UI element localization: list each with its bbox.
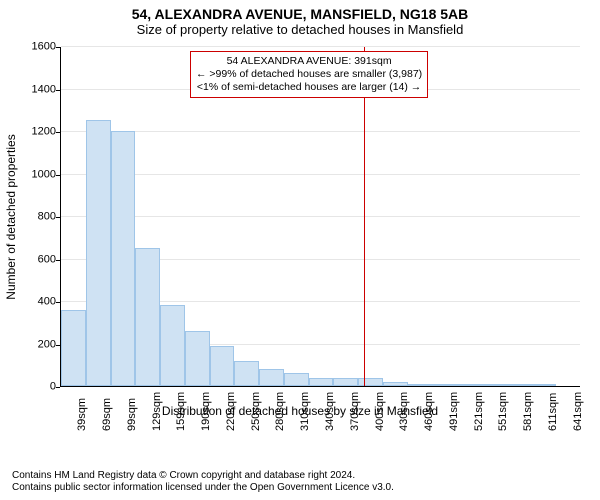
y-tick-mark <box>56 345 60 346</box>
chart-title-address: 54, ALEXANDRA AVENUE, MANSFIELD, NG18 5A… <box>0 0 600 22</box>
histogram-bar <box>383 382 408 386</box>
histogram-bar <box>284 373 309 386</box>
y-tick-mark <box>56 260 60 261</box>
callout-line-3: <1% of semi-detached houses are larger (… <box>196 81 422 94</box>
histogram-bar <box>457 384 482 386</box>
callout-line-1: 54 ALEXANDRA AVENUE: 391sqm <box>196 55 422 68</box>
histogram-bar <box>408 384 433 386</box>
y-tick-mark <box>56 387 60 388</box>
footnote-line2: Contains public sector information licen… <box>12 482 394 494</box>
y-tick-label: 1200 <box>16 127 56 138</box>
histogram-bar <box>482 384 507 386</box>
histogram-bar <box>531 384 556 386</box>
y-tick-label: 600 <box>16 254 56 265</box>
histogram-bar <box>185 331 210 386</box>
histogram-bar <box>210 346 235 386</box>
chart-title-subtitle: Size of property relative to detached ho… <box>0 22 600 39</box>
callout-line-2: ← >99% of detached houses are smaller (3… <box>196 68 422 81</box>
y-tick-label: 1000 <box>16 169 56 180</box>
y-tick-mark <box>56 47 60 48</box>
footnote-line1: Contains HM Land Registry data © Crown c… <box>12 470 394 482</box>
footnote: Contains HM Land Registry data © Crown c… <box>12 470 394 494</box>
histogram-bar <box>333 378 358 387</box>
y-tick-mark <box>56 90 60 91</box>
y-tick-mark <box>56 132 60 133</box>
histogram-bar <box>111 131 136 386</box>
y-tick-label: 800 <box>16 212 56 223</box>
x-axis-label: Distribution of detached houses by size … <box>0 404 600 418</box>
histogram-bar <box>259 369 284 386</box>
y-tick-mark <box>56 175 60 176</box>
gridline <box>61 46 580 47</box>
y-tick-label: 0 <box>16 382 56 393</box>
histogram-bar <box>86 120 111 386</box>
y-tick-label: 1400 <box>16 84 56 95</box>
histogram-bar <box>135 248 160 386</box>
plot-region <box>60 47 580 387</box>
histogram-bar <box>234 361 259 387</box>
histogram-bar <box>61 310 86 387</box>
histogram-bar <box>309 378 334 387</box>
histogram-bar <box>507 384 532 386</box>
y-tick-mark <box>56 217 60 218</box>
gridline <box>61 216 580 217</box>
histogram-bar <box>432 384 457 386</box>
histogram-bar <box>358 378 383 387</box>
histogram-bar <box>160 305 185 386</box>
y-tick-label: 400 <box>16 297 56 308</box>
property-callout: 54 ALEXANDRA AVENUE: 391sqm← >99% of det… <box>190 51 428 98</box>
y-tick-label: 1600 <box>16 42 56 53</box>
chart-area: Number of detached properties 0200400600… <box>0 39 600 437</box>
y-tick-mark <box>56 302 60 303</box>
gridline <box>61 131 580 132</box>
gridline <box>61 174 580 175</box>
y-tick-label: 200 <box>16 339 56 350</box>
